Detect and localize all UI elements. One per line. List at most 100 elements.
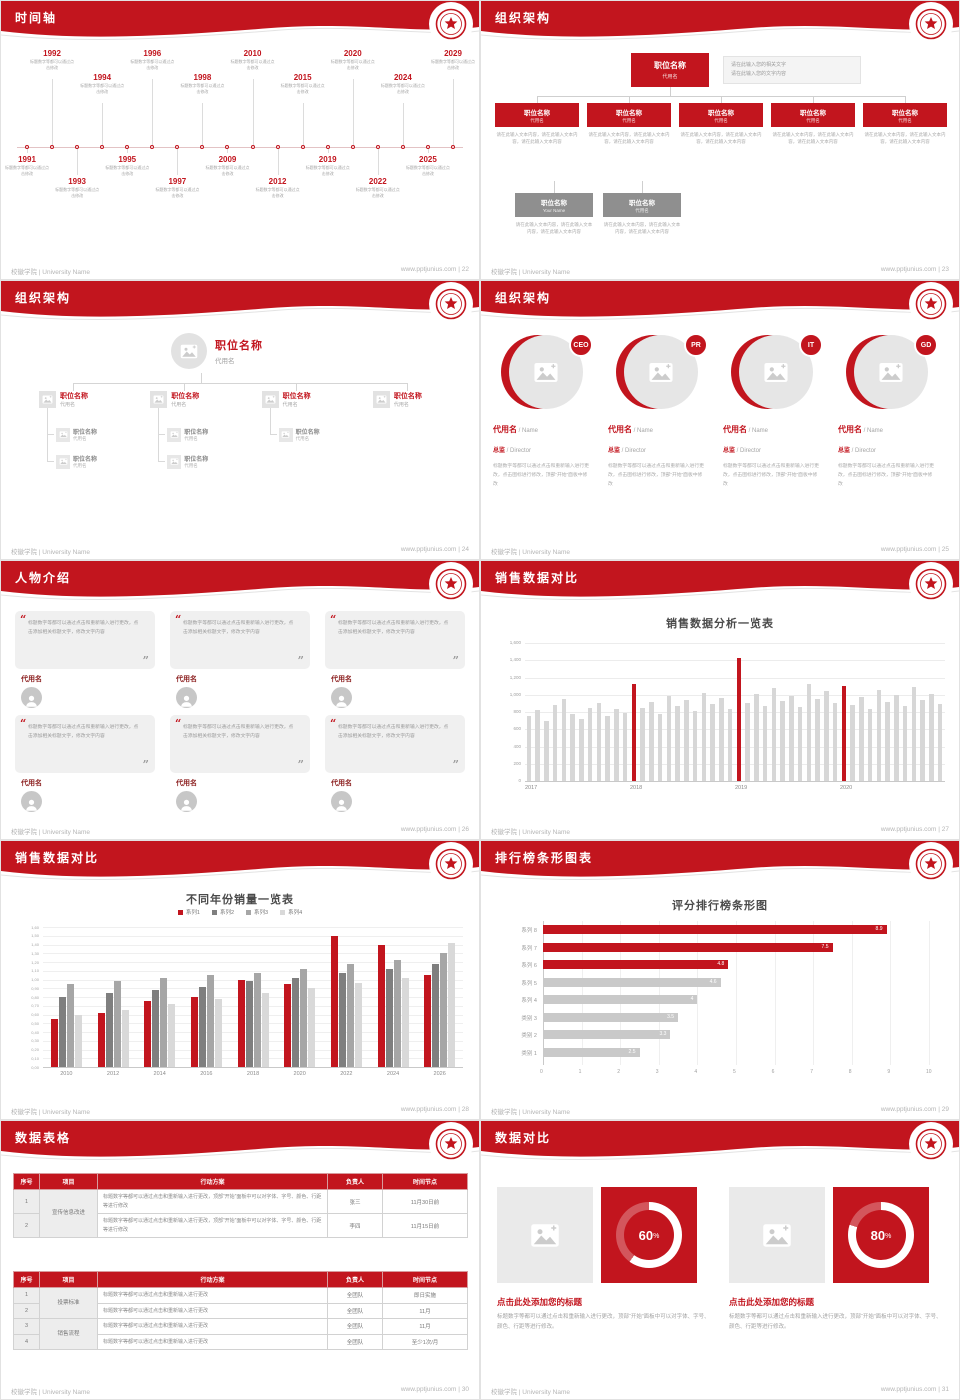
footer-page: www.pptjunius.com | 22	[400, 266, 469, 273]
org-child-sub: 代用名	[60, 402, 76, 408]
timeline-year: 1995	[118, 155, 137, 164]
cell-no: 3	[13, 1318, 40, 1335]
timeline-year: 2009	[218, 155, 237, 164]
chart-gridline	[43, 1023, 463, 1025]
chart-ytick-label: 0,60	[31, 1012, 39, 1017]
team-role: 总监 / Director	[608, 448, 647, 454]
close-quote-icon: ”	[297, 758, 304, 771]
cell-owner: 张三	[327, 1189, 383, 1214]
timeline-item: 1997 标题数字等都可以通过点击修改	[154, 177, 200, 199]
chart-bar	[448, 942, 456, 1068]
timeline-stem	[277, 147, 279, 175]
team-member: CEO 代用名 / Name 总监 / Director 标题数字等都可以通过点击和重…	[493, 333, 601, 489]
slide-sales-chart-1[interactable]: 销售数据对比 销售数据分析一览表 0 200 400 600 800 1,000 1,200 1…	[481, 561, 959, 839]
university-seal-logo	[429, 1122, 473, 1166]
chart-title: 销售数据分析一览表	[666, 618, 774, 630]
chart-xtick-label: 0	[540, 1069, 543, 1075]
slide-people-intro[interactable]: 人物介绍 “标题数字等都可以通过点击和重新输入进行更改，点击添加相关标题文字，修…	[1, 561, 479, 839]
timeline-stem	[252, 79, 254, 147]
chart-bar	[605, 715, 610, 781]
chart-bar	[346, 963, 354, 1067]
table-row: 1 投票标准 标题数字等都可以通过点击和重新输入进行更改 全团队 即日实施	[13, 1287, 468, 1319]
chart-bar	[841, 686, 846, 781]
timeline-stem	[327, 147, 329, 153]
university-seal-logo	[909, 282, 953, 326]
timeline-dot	[150, 145, 155, 149]
chart-ytick-label: 0,20	[31, 1047, 39, 1052]
chart-ytick-label: 0,10	[31, 1055, 39, 1061]
cell-no: 4	[13, 1333, 40, 1350]
slide-org-structure-2[interactable]: 组织架构 职位名称 代用名 职位名称 代用名 职位名称 代用名 职位名称 代用名 职位名称 代用名…	[1, 281, 479, 559]
cell-plan: 标题数字等都可以通过点击和重新输入进行更改，顶部“开始”面板中可以对字体、字号、…	[97, 1189, 328, 1214]
footer-page: www.pptjunius.com | 23	[880, 266, 949, 273]
team-member: IT 代用名 / Name 总监 / Director 标题数字等都可以通过点击和重新…	[723, 333, 831, 489]
timeline-stem	[102, 103, 104, 147]
org-child: 职位名称 代用名	[39, 391, 133, 408]
chart-xtick-label: 2012	[106, 1071, 120, 1077]
chart-gridline	[525, 729, 945, 731]
org-child-sub: 代用名	[282, 402, 298, 408]
slide-ranking-chart[interactable]: 排行榜条形图表 评分排行榜条形图 0 1 2 3 4 5 6 7 8 9 10 系列 8 8.9 系列 7 7…	[481, 841, 959, 1119]
chart-bar	[684, 699, 689, 781]
team-name: 代用名 / Name	[608, 425, 654, 434]
chart-bar	[338, 972, 346, 1067]
slide-title: 组织架构	[15, 291, 72, 305]
chart-gridline	[658, 921, 660, 1065]
chart-bar	[727, 709, 733, 781]
slide-org-structure-3[interactable]: 组织架构 CEO 代用名 / Name 总监 / Director 标题数字等都可以通…	[481, 281, 959, 559]
chart-bar	[719, 698, 724, 781]
slide-content: 不同年份销量一览表 系列1 系列2 系列3 系列4 0,00 0,10 0,20 0,30 0,4…	[1, 887, 479, 1103]
org-connector	[269, 434, 277, 435]
timeline-item: 2020 标题数字等都可以通过点击修改	[330, 49, 376, 71]
timeline-dot	[175, 145, 180, 149]
university-seal-logo	[909, 562, 953, 606]
slide-content: CEO 代用名 / Name 总监 / Director 标题数字等都可以通过点击和重…	[481, 327, 959, 543]
chart-xtick-label: 2017	[525, 785, 538, 791]
timeline-year: 1993	[68, 177, 86, 186]
chart-bar	[440, 953, 448, 1068]
org-box-title: 职位名称	[541, 200, 567, 207]
chart-bar	[330, 935, 338, 1068]
slide-sales-chart-2[interactable]: 销售数据对比 不同年份销量一览表 系列1 系列2 系列3 系列4 0,00 0,10 0,20…	[1, 841, 479, 1119]
chart-xtick-label: 2014	[153, 1071, 166, 1077]
chart-bar	[902, 706, 908, 781]
slide-org-structure-1[interactable]: 组织架构 职位名称 代用名 请在此输入您的相关文字 请在此输入您的文字内容 职位名称 代用…	[481, 1, 959, 279]
table-header-cell: 行动方案	[97, 1271, 328, 1288]
chart-legend-item: 系列2	[211, 908, 234, 916]
timeline-stem	[177, 147, 179, 175]
table-header-cell: 项目	[39, 1271, 98, 1288]
timeline-caption: 标题数字等都可以通过点击修改	[280, 83, 325, 94]
org-subitem-text: 职位名称 代用名	[73, 427, 97, 442]
chart-bar	[113, 981, 121, 1067]
timeline-stem	[152, 79, 154, 147]
org-child-sub: 代用名	[393, 402, 409, 408]
slide-content: 60% 点击此处添加您的标题 标题数字等都可以通过点击和重新输入进行更改，顶部“开始…	[481, 1167, 959, 1383]
chart-bar	[832, 702, 838, 781]
slide-data-compare[interactable]: 数据对比 60% 点击此处添加您的标题 标题数字等都可以通过点击和重新输入进行更改，…	[481, 1121, 959, 1399]
footer-brand: 校徽学院 | University Name	[491, 829, 570, 836]
chart-bar	[920, 699, 925, 781]
org-branch-desc: 请在此输入文本内容，请在此输入文本内容，请在此输入文本内容	[496, 132, 578, 145]
org-box-title: 职位名称	[616, 109, 642, 117]
chart-bar	[253, 972, 261, 1067]
image-placeholder-icon	[170, 458, 179, 465]
chart-xtick-label: 2	[617, 1069, 620, 1075]
compare-panel: 60% 点击此处添加您的标题 标题数字等都可以通过点击和重新输入进行更改，顶部“开始…	[497, 1187, 711, 1333]
timeline-stem	[202, 103, 204, 147]
team-role: 总监 / Director	[493, 448, 532, 454]
image-placeholder-icon	[534, 362, 558, 382]
chart-xtick-label: 2024	[386, 1071, 400, 1077]
chart-category-label: 系列 7	[521, 945, 537, 952]
footer-page: www.pptjunius.com | 31	[880, 1386, 949, 1393]
header-wave	[1, 281, 479, 320]
team-desc: 标题数字等都可以通过点击和重新输入进行更改，点击图标进行修改，顶部“开始”面板中…	[838, 464, 934, 488]
org-branch-desc: 请在此输入文本内容，请在此输入文本内容，请在此输入文本内容	[680, 132, 762, 145]
timeline-dot	[225, 145, 230, 149]
header-wave	[481, 281, 959, 320]
slide-timeline[interactable]: 时间轴 1991 标题数字等都可以通过点击修改 1992 标题数字等都可以通过点击修改…	[1, 1, 479, 279]
close-quote-icon: ”	[142, 654, 149, 667]
slide-header: 数据表格	[1, 1121, 479, 1167]
chart-bar-value: 4.6	[709, 978, 717, 985]
slide-data-table[interactable]: 数据表格 序号 项目 行动方案 负责人 时间节点 1 宣传信息改进 标题数字等都可以通过点击和…	[1, 1121, 479, 1399]
chart-ytick-label: 0	[518, 778, 521, 783]
